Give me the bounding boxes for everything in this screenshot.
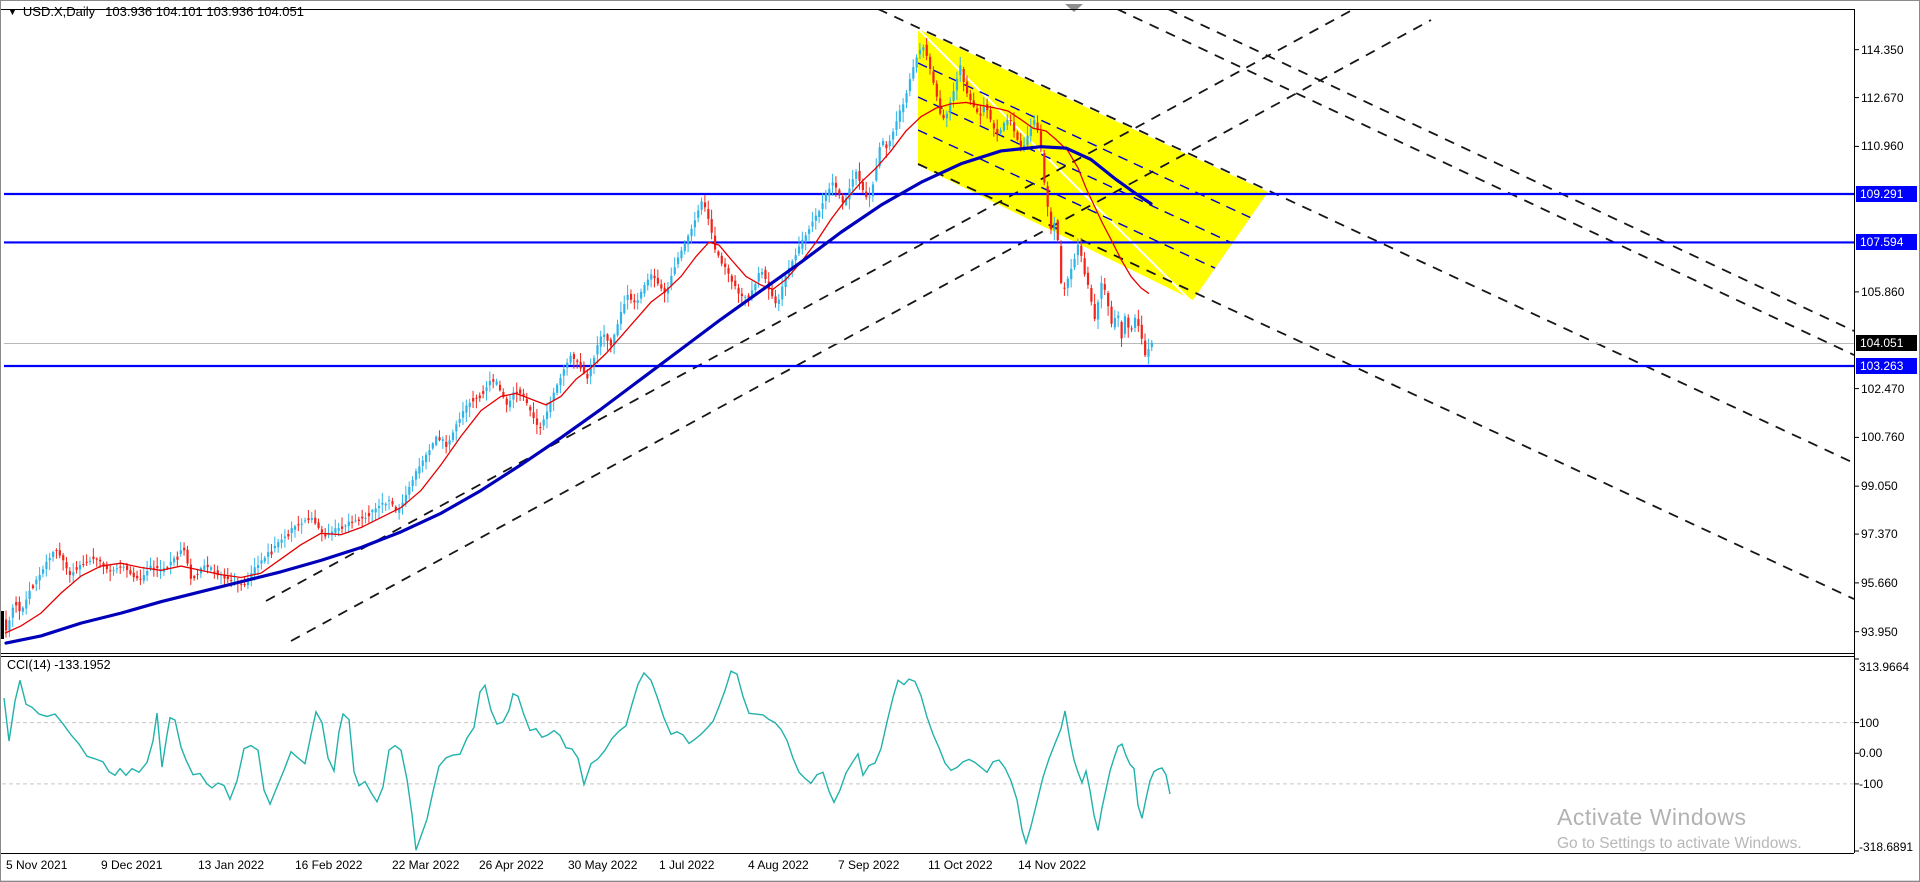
trendline-descending-4[interactable] [1168, 9, 1854, 332]
cci-indicator-label: CCI(14) -133.1952 [7, 658, 111, 672]
price-axis-label: 99.050 [1861, 479, 1898, 494]
cci-axis-label: -318.6891 [1859, 840, 1914, 854]
price-axis-highlight-label: 107.594 [1856, 234, 1917, 251]
symbol-timeframe-label: USD.X,Daily [22, 4, 96, 19]
price-axis-label: 114.350 [1861, 42, 1904, 57]
cci-axis-label: 0.00 [1859, 746, 1883, 761]
cci-name: CCI(14) [7, 658, 51, 672]
time-axis-label: 13 Jan 2022 [198, 858, 265, 872]
main-chart-plot [4, 9, 1854, 645]
price-axis-highlight-label: 109.291 [1856, 186, 1917, 202]
time-axis-label: 11 Oct 2022 [928, 858, 993, 872]
ma-fast-red-line[interactable] [4, 101, 1150, 634]
time-axis-label: 14 Nov 2022 [1018, 858, 1087, 872]
blue-dashed-trendline[interactable] [918, 96, 1268, 261]
cci-panel-plot [2, 670, 1854, 851]
time-axis-label: 22 Mar 2022 [392, 858, 460, 872]
price-axis-label: 102.470 [1861, 381, 1905, 396]
time-axis-label: 1 Jul 2022 [659, 858, 715, 872]
price-axis-label: 100.760 [1861, 430, 1905, 445]
time-axis-label: 30 May 2022 [568, 858, 638, 872]
ohlc-readout: 103.936 104.101 103.936 104.051 [105, 4, 304, 19]
symbol-dropdown-icon[interactable]: ▼ [8, 7, 17, 17]
time-axis-label: 9 Dec 2021 [101, 858, 163, 872]
watermark-line1: Activate Windows [1557, 804, 1747, 830]
trendline-ascending-2[interactable] [290, 19, 1432, 642]
cci-line [3, 670, 1171, 851]
time-axis-label: 5 Nov 2021 [6, 858, 68, 872]
price-axis-label: 95.660 [1861, 575, 1898, 590]
price-axis-highlight-label: 103.263 [1856, 357, 1917, 374]
blue-dashed-channel-lines [918, 62, 1268, 294]
trendline-ascending-1[interactable] [265, 9, 1355, 602]
time-axis-label: 7 Sep 2022 [838, 858, 900, 872]
trendline-descending-3[interactable] [1117, 9, 1854, 356]
left-edge-marker [1, 611, 4, 639]
time-axis-label: 4 Aug 2022 [748, 858, 809, 872]
price-axis-label: 112.670 [1861, 90, 1904, 105]
blue-dashed-trendline[interactable] [918, 129, 1268, 294]
time-axis-label: 26 Apr 2022 [479, 858, 544, 872]
watermark-line2: Go to Settings to activate Windows. [1557, 835, 1802, 852]
cci-axis-label: 100 [1859, 715, 1880, 730]
yellow-highlight-channel [918, 29, 1268, 300]
cci-axis-label: -100 [1859, 776, 1884, 791]
cci-axis-label: 313.9664 [1859, 660, 1910, 674]
chart-title-bar: ▼ USD.X,Daily 103.936 104.101 103.936 104.… [8, 4, 304, 19]
activate-windows-watermark: Activate Windows Go to Settings to activ… [1557, 804, 1802, 853]
price-axis-label: 97.370 [1861, 527, 1898, 542]
price-axis-label: 93.950 [1861, 624, 1898, 639]
cci-value: -133.1952 [54, 658, 111, 672]
chart-shift-marker-icon[interactable] [1065, 4, 1083, 12]
trendline-descending-1[interactable] [878, 9, 1854, 464]
price-axis-highlight-label: 104.051 [1856, 335, 1917, 352]
price-axis-label: 105.860 [1861, 284, 1905, 299]
time-axis-label: 16 Feb 2022 [295, 858, 363, 872]
price-axis-label: 110.960 [1861, 139, 1904, 154]
ma-slow-blue-line[interactable] [4, 145, 1153, 645]
blue-dashed-trendline[interactable] [918, 62, 1268, 227]
